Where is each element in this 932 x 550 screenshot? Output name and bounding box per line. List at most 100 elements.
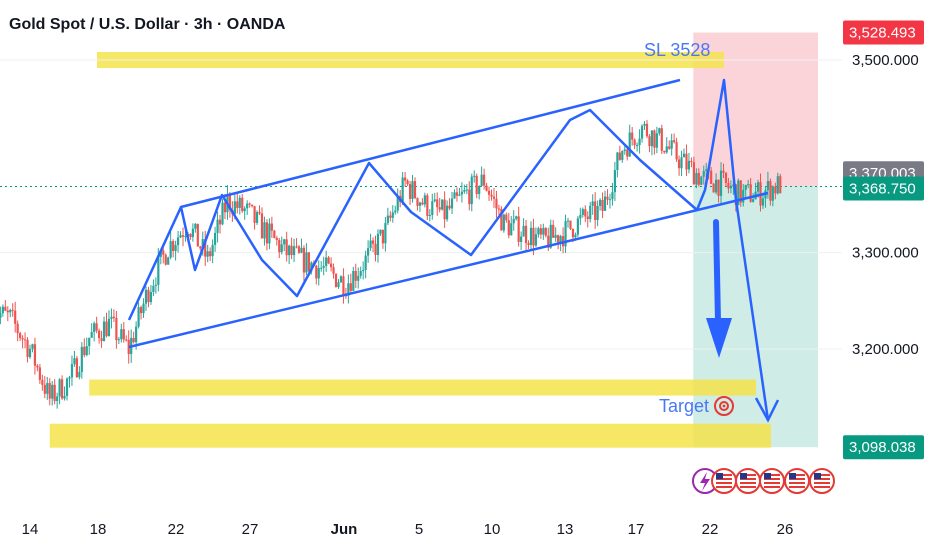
price-badge-stop — [843, 20, 924, 45]
candle-body — [512, 218, 515, 224]
candle-body — [502, 214, 505, 231]
candle-body — [255, 212, 259, 223]
us-flag-stripe — [764, 474, 780, 476]
candle-body — [705, 169, 708, 171]
candle-body — [199, 246, 202, 249]
candle-body — [685, 153, 688, 170]
candle-body — [433, 199, 436, 202]
candle-body — [756, 182, 760, 192]
candle-body — [396, 195, 399, 211]
us-flag-stripe — [740, 478, 756, 480]
candle-body — [618, 152, 621, 160]
candle-body — [169, 241, 172, 258]
candle-body — [769, 181, 772, 201]
candle-body — [389, 215, 392, 218]
candle-body — [125, 339, 128, 341]
candle-body — [616, 152, 619, 171]
candles-layer — [0, 120, 782, 409]
us-flag-stripe — [764, 482, 780, 484]
candle-body — [473, 175, 476, 177]
us-flag-icon — [784, 468, 810, 494]
candle-body — [448, 205, 451, 209]
candle-body — [172, 241, 175, 251]
candle-body — [510, 223, 513, 236]
candle-body — [6, 310, 9, 313]
candle-body — [771, 186, 774, 201]
candle-body — [413, 181, 417, 199]
price-badge-label: 3,368.750 — [849, 180, 916, 197]
candle-body — [650, 130, 654, 147]
candle-body — [369, 240, 372, 249]
candle-body — [552, 224, 555, 238]
x-tick-label: 10 — [484, 521, 501, 538]
candle-body — [566, 220, 570, 222]
candle-body — [280, 244, 283, 253]
candle-body — [450, 198, 454, 209]
candle-body — [295, 246, 298, 248]
candle-body — [342, 276, 345, 296]
candle-body — [441, 199, 444, 210]
x-tick-label: 26 — [777, 521, 794, 538]
candle-body — [339, 276, 343, 283]
candle-body — [68, 377, 71, 379]
candle-body — [36, 365, 39, 368]
candle-body — [327, 257, 330, 264]
candle-body — [288, 245, 291, 256]
us-flag-stripe — [716, 486, 732, 488]
candle-body — [127, 339, 130, 355]
candle-body — [115, 317, 118, 341]
candle-body — [680, 157, 683, 169]
candle-body — [727, 182, 730, 189]
candle-body — [302, 247, 306, 273]
candle-body — [320, 267, 323, 269]
candle-body — [700, 176, 703, 185]
candle-body — [120, 329, 123, 340]
candle-body — [65, 378, 69, 397]
price-badge-entry — [843, 176, 924, 201]
candle-body — [53, 384, 56, 401]
candle-body — [534, 234, 538, 246]
candle-body — [633, 139, 636, 146]
candle-body — [596, 205, 599, 220]
stop-loss-label: SL 3528 — [644, 40, 710, 60]
candle-body — [601, 199, 604, 211]
candle-body — [468, 189, 471, 205]
drawings-layer: SL 3528 Target — [127, 40, 835, 494]
candle-body — [315, 265, 318, 279]
candle-body — [48, 383, 51, 399]
us-flag-stripe — [740, 482, 756, 484]
candle-body — [236, 201, 239, 208]
candle-body — [739, 180, 742, 203]
candle-body — [586, 216, 589, 220]
candle-body — [505, 214, 508, 221]
candle-body — [300, 247, 303, 253]
candle-body — [364, 255, 367, 270]
candle-body — [549, 224, 552, 248]
y-tick-label: 3,300.000 — [852, 245, 919, 262]
target-icon — [714, 396, 734, 416]
candle-body — [228, 194, 232, 210]
channel-lower-line — [128, 191, 769, 349]
candle-body — [426, 195, 429, 216]
candle-body — [742, 189, 745, 203]
candle-body — [628, 132, 631, 157]
price-badge-label: 3,098.038 — [849, 439, 916, 456]
candle-body — [660, 128, 663, 151]
candle-body — [270, 223, 273, 231]
candle-body — [606, 196, 609, 200]
candle-body — [445, 205, 449, 220]
us-flag-stripe — [740, 486, 756, 488]
candle-body — [722, 170, 725, 173]
candle-body — [719, 170, 723, 196]
candle-body — [352, 270, 355, 291]
candle-body — [517, 216, 520, 242]
candle-body — [623, 149, 626, 151]
candle-body — [374, 243, 377, 256]
candle-body — [157, 256, 160, 285]
candle-body — [322, 265, 325, 268]
candle-body — [522, 225, 525, 237]
us-flag-stripe — [789, 486, 805, 488]
candle-body — [729, 186, 732, 189]
